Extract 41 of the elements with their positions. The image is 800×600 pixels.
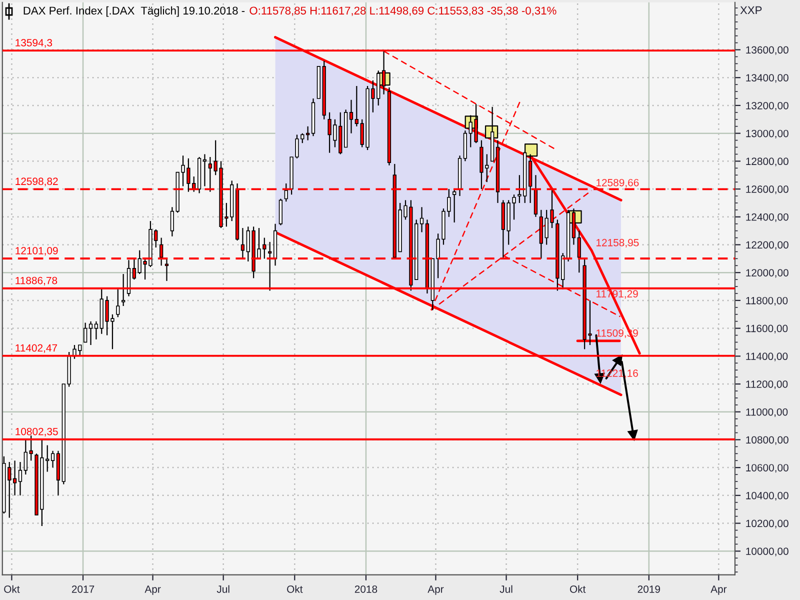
y-tick-label: 10400,00 (746, 492, 788, 501)
chart-subtitle: O:11578,85 H:11617,28 L:11498,69 C:11553,83 -35,38 -0,31% (250, 6, 556, 16)
x-tick-label: 2017 (72, 585, 94, 593)
y-tick-label: 13200,00 (746, 102, 788, 111)
ref-line-label: 13594,3 (16, 39, 52, 48)
x-tick-label: Apr (710, 586, 727, 595)
y-tick-label: 10200,00 (746, 520, 788, 528)
y-tick-label: 10800,00 (746, 436, 788, 445)
x-tick-label: 2019 (638, 585, 660, 593)
ref-line-label: 11402,47 (16, 344, 58, 353)
y-tick-label: 13400,00 (746, 74, 788, 83)
chart-title: DAX Perf. Index [.DAX Täglich] 19.10.2018 - (24, 6, 245, 17)
y-tick-label: 12400,00 (746, 213, 788, 222)
x-tick-label: Okt (570, 585, 586, 593)
annotation: 12589,66 (596, 178, 639, 188)
x-tick-label: Jul (216, 585, 230, 593)
y-axis-title: XXP (740, 6, 762, 14)
x-tick-label: Apr (428, 586, 444, 595)
x-tick-label: Okt (287, 585, 303, 593)
x-tick-label: Okt (4, 585, 20, 593)
y-tick-label: 11800,00 (746, 296, 788, 306)
y-tick-label: 13000,00 (746, 130, 788, 138)
ref-line-label: 12101,09 (16, 246, 58, 256)
y-tick-label: 11200,00 (746, 380, 788, 390)
ref-line-label: 11886,78 (16, 276, 58, 286)
y-tick-label: 10600,00 (746, 464, 788, 473)
y-tick-label: 12800,00 (746, 158, 788, 166)
y-tick-label: 13600,00 (746, 46, 788, 55)
ref-line-label: 10802,35 (16, 428, 58, 436)
x-tick-label: Apr (144, 586, 161, 595)
x-tick-label: 2018 (354, 585, 378, 593)
x-tick-label: Jul (500, 585, 512, 593)
y-tick-label: 11400,00 (746, 352, 788, 362)
annotation: 12158,95 (596, 238, 639, 248)
y-tick-label: 12200,00 (746, 241, 788, 250)
y-tick-label: 11000,00 (746, 408, 788, 417)
y-tick-label: 12600,00 (746, 186, 788, 194)
y-tick-label: 10000,00 (746, 548, 788, 556)
ref-line-label: 12598,82 (16, 178, 58, 186)
y-tick-label: 11600,00 (746, 324, 788, 334)
y-tick-label: 12000,00 (746, 269, 788, 278)
